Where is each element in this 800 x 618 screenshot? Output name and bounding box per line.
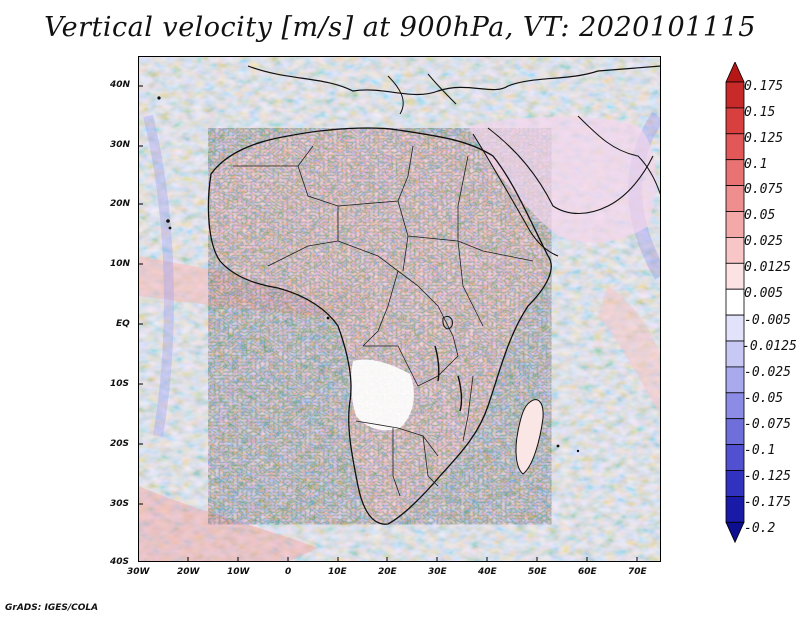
lat-label-30s: 30S (110, 499, 130, 509)
lat-label-20s: 20S (110, 439, 130, 449)
colorbar-arrow-top (725, 62, 745, 83)
colorbar-box (725, 444, 745, 471)
lat-label-20n: 20N (110, 199, 131, 209)
colorbar-label-0: 0.175 (744, 79, 784, 94)
colorbar-box (725, 470, 745, 497)
colorbar-label-2: 0.125 (744, 131, 784, 146)
velocity-field (138, 56, 661, 562)
colorbar-label-3: 0.1 (744, 157, 768, 172)
colorbar-box (725, 392, 745, 420)
colorbar-boxes (725, 62, 745, 544)
colorbar-box (725, 366, 745, 394)
lat-label-10s: 10S (110, 379, 130, 389)
colorbar-box (725, 81, 745, 109)
colorbar-label-15: -0.125 (744, 469, 791, 484)
colorbar-label-16: -0.175 (744, 495, 791, 510)
map-panel (138, 56, 661, 562)
lon-label-70e: 70E (628, 567, 647, 577)
colorbar-box (725, 211, 745, 238)
colorbar-label-11: -0.025 (744, 365, 791, 380)
colorbar-box (725, 495, 745, 523)
colorbar-label-1: 0.15 (744, 105, 776, 120)
lon-label-40e: 40E (478, 567, 497, 577)
axis-ticks (138, 85, 638, 562)
lon-label-50e: 50E (528, 567, 547, 577)
colorbar-label-14: -0.1 (744, 443, 776, 458)
colorbar-label-8: 0.005 (744, 286, 784, 301)
lon-label-20w: 20W (177, 567, 200, 577)
colorbar-box (725, 107, 745, 135)
colorbar-label-10: -0.0125 (742, 339, 797, 354)
lat-label-30n: 30N (110, 140, 131, 150)
colorbar-label-17: -0.2 (744, 521, 776, 536)
colorbar-box (725, 314, 745, 342)
lon-label-30w: 30W (127, 567, 150, 577)
colorbar-label-5: 0.05 (744, 208, 776, 223)
map-title: Vertical velocity [m/s] at 900hPa, VT: 2… (44, 12, 756, 43)
lat-label-eq: EQ (116, 319, 130, 329)
lat-label-40n: 40N (110, 80, 131, 90)
colorbar-box (725, 262, 745, 290)
lon-label-0: 0 (285, 567, 292, 577)
colorbar-box (725, 288, 745, 316)
colorbar-arrow-bottom (725, 521, 745, 544)
colorbar-box (725, 159, 745, 186)
lon-label-20e: 20E (378, 567, 397, 577)
colorbar-box (725, 236, 745, 264)
lon-label-60e: 60E (578, 567, 597, 577)
grads-credit: GrADS: IGES/COLA (5, 603, 99, 613)
lon-label-30e: 30E (428, 567, 447, 577)
colorbar-label-6: 0.025 (744, 234, 784, 249)
lon-label-10w: 10W (227, 567, 250, 577)
lon-label-10e: 10E (328, 567, 347, 577)
colorbar-box (725, 133, 745, 161)
colorbar-label-13: -0.075 (744, 417, 791, 432)
colorbar-label-4: 0.075 (744, 182, 784, 197)
colorbar-label-9: -0.005 (744, 313, 791, 328)
lat-label-10n: 10N (110, 259, 131, 269)
colorbar-box (725, 418, 745, 446)
colorbar (725, 62, 745, 544)
colorbar-label-7: 0.0125 (744, 260, 791, 275)
colorbar-box (725, 185, 745, 212)
lat-label-40s: 40S (110, 557, 130, 567)
colorbar-label-12: -0.05 (744, 391, 784, 406)
